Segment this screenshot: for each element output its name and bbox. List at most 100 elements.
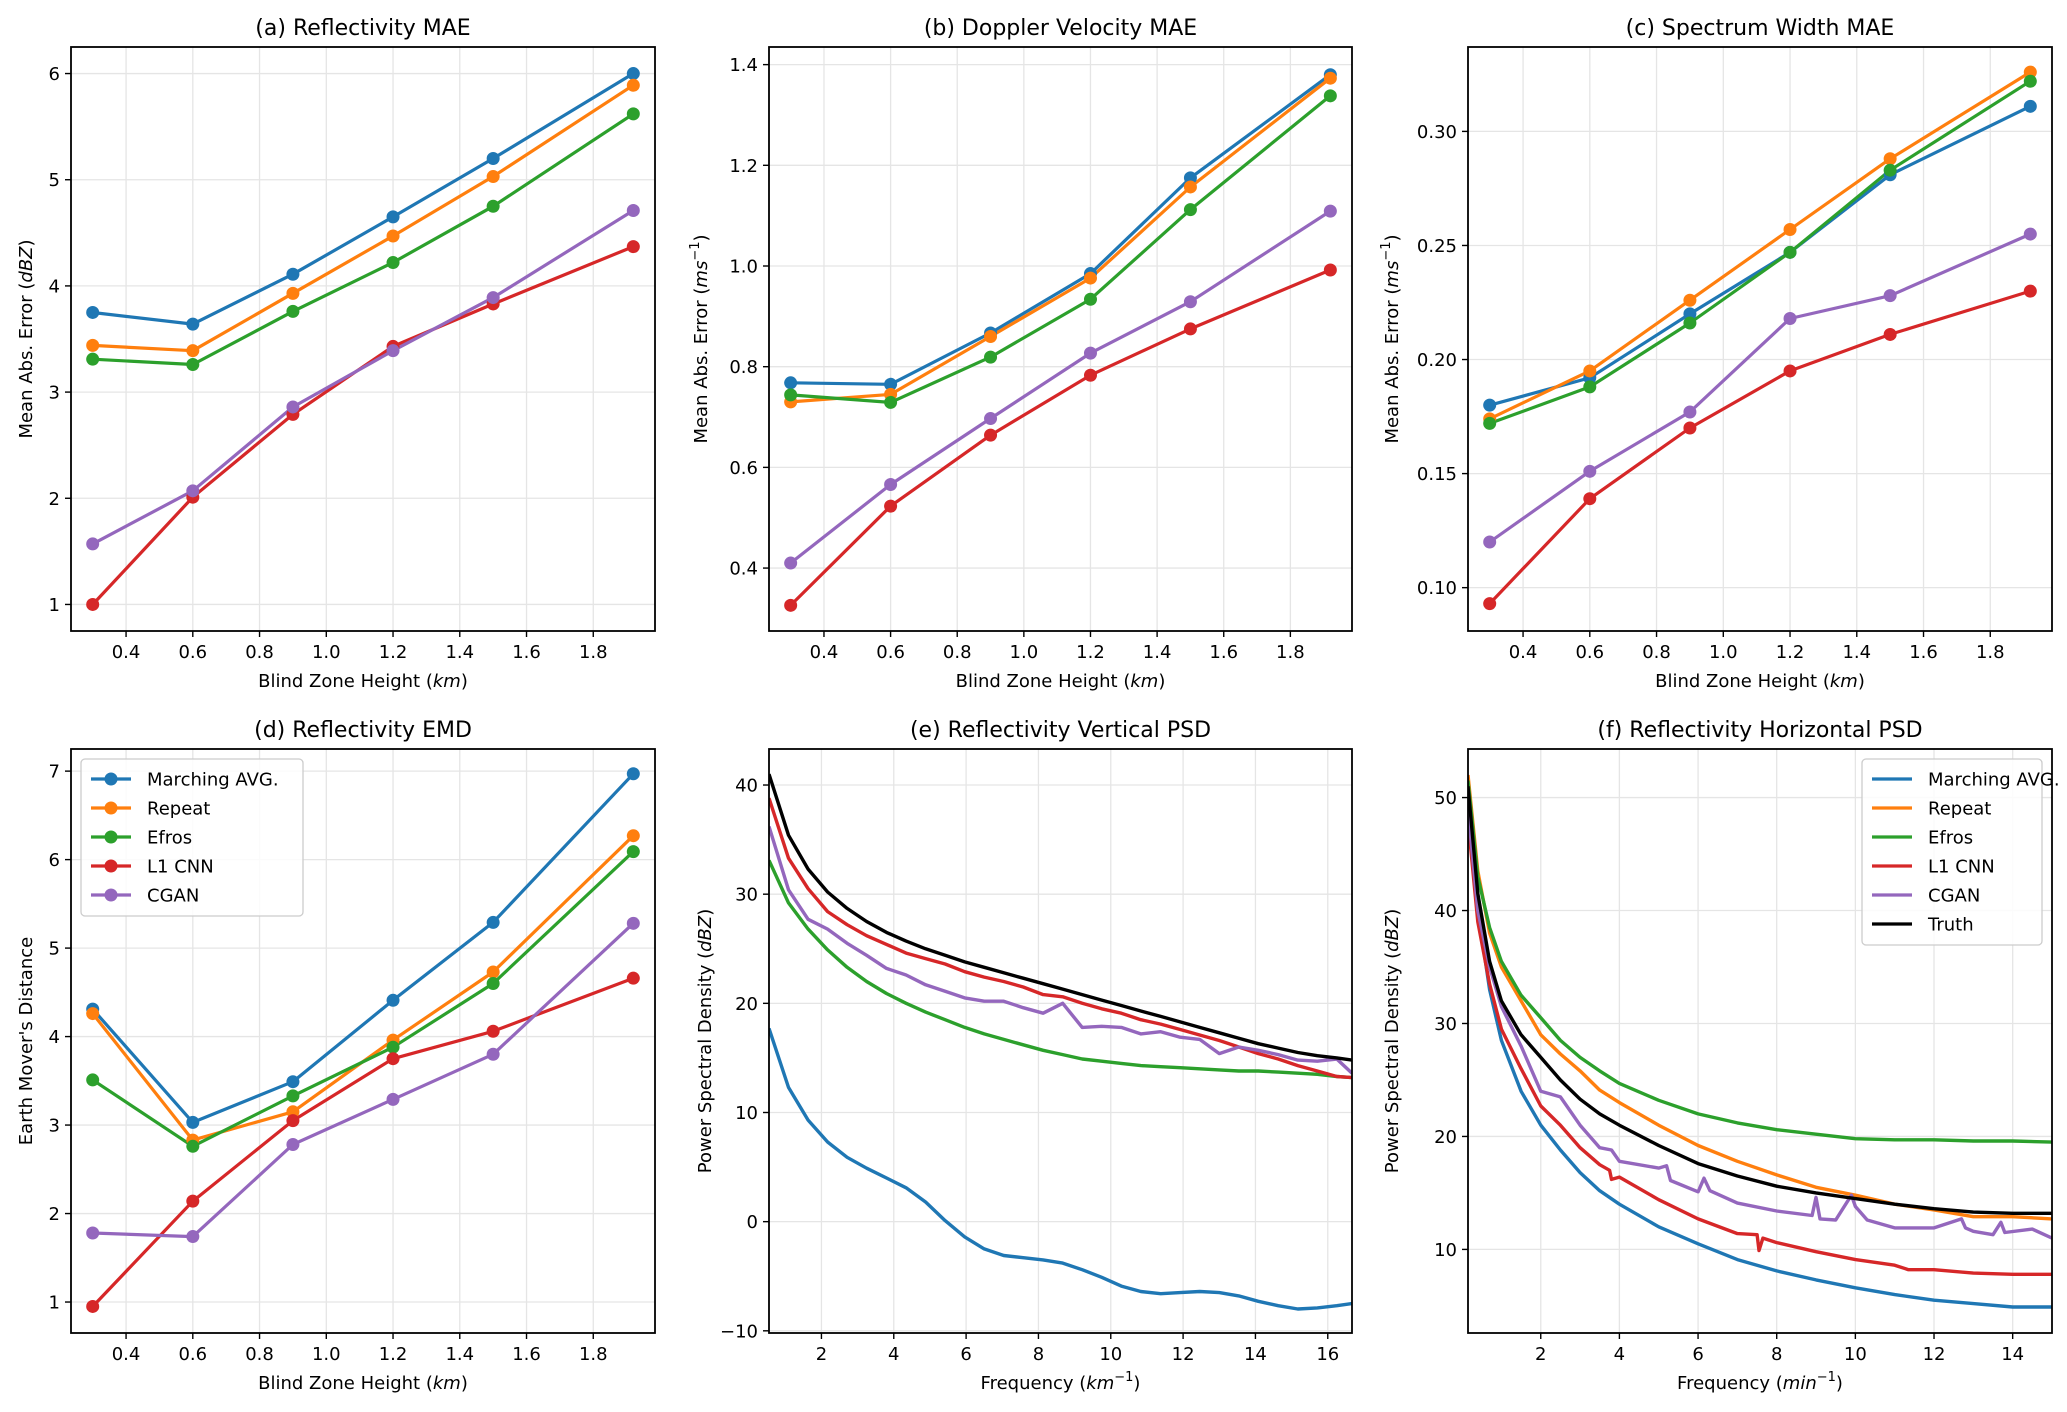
data-point-marching-avg (784, 376, 798, 390)
legend-label: Efros (147, 828, 192, 849)
data-point-cgan (86, 1226, 100, 1240)
chart-title: (f) Reflectivity Horizontal PSD (1597, 718, 1922, 743)
data-point-cgan (286, 400, 300, 414)
x-tick-label: 1.6 (1909, 642, 1938, 663)
x-tick-label: 0.8 (1642, 642, 1671, 663)
legend-marker (104, 801, 118, 815)
data-point-cgan (1583, 464, 1597, 478)
x-tick-label: 0.8 (943, 642, 972, 663)
x-tick-label: 1.0 (1709, 642, 1738, 663)
x-tick-label: 1.2 (379, 1344, 408, 1365)
panel-c: 0.4 0.6 0.8 1.0 1.2 1.4 1.6 1.8 0.10 0.15 0.20 0.25… (1379, 16, 2053, 692)
data-point-l1-cnn (1783, 364, 1797, 378)
data-point-l1-cnn (626, 971, 640, 985)
series-line-repeat (790, 76, 1332, 404)
data-point-repeat (1183, 180, 1197, 194)
legend-item-efros: Efros (91, 828, 192, 849)
x-axis-label: Blind Zone Height (km) (1655, 671, 1865, 692)
x-tick-label: 2 (816, 1344, 827, 1365)
data-point-repeat (1683, 293, 1697, 307)
x-tick-label: 10 (1099, 1344, 1122, 1365)
x-tick-label: 8 (1033, 1344, 1044, 1365)
legend: Marching AVG. Repeat Efros L1 CNN CGAN (80, 758, 304, 917)
legend-label: Efros (1928, 828, 1973, 849)
series-line-truth (769, 773, 1352, 1062)
series-line-l1-cnn (769, 797, 1352, 1080)
y-axis-label: Earth Mover's Distance (16, 937, 37, 1145)
y-tick-label: 0.15 (1417, 464, 1457, 485)
legend-item-marching-avg: Marching AVG. (91, 770, 279, 791)
x-tick-label: 1.6 (1209, 642, 1238, 663)
data-point-cgan (186, 1230, 200, 1244)
y-tick-label: 3 (49, 1116, 60, 1137)
data-point-marching-avg (386, 993, 400, 1007)
legend-marker (104, 888, 118, 902)
data-point-efros (486, 976, 500, 990)
y-tick-label: 1.4 (729, 55, 758, 76)
y-tick-label: 1 (49, 595, 60, 616)
y-tick-label: 4 (49, 1027, 60, 1048)
y-axis-label: Mean Abs. Error (ms−1) (688, 234, 712, 443)
data-point-repeat (1583, 364, 1597, 378)
data-point-marching-avg (486, 151, 500, 165)
chart-title: (c) Spectrum Width MAE (1626, 16, 1895, 41)
x-tick-label: 1.4 (445, 1344, 474, 1365)
data-point-repeat (1083, 271, 1097, 285)
panel-e: 2 4 6 8 10 12 14 16 −10 0 10 20 30 40 (e) Reflectivity… (695, 718, 1353, 1394)
series-line-efros (1468, 780, 2052, 1144)
y-tick-label: 0.8 (729, 357, 758, 378)
data-point-l1-cnn (1183, 322, 1197, 336)
y-tick-label: 40 (1434, 901, 1457, 922)
data-point-marching-avg (286, 1075, 300, 1089)
x-tick-label: 8 (1771, 1344, 1782, 1365)
y-tick-label: 6 (49, 850, 60, 871)
y-tick-label: 4 (49, 276, 60, 297)
data-point-marching-avg (86, 305, 100, 319)
x-tick-label: 0.4 (112, 642, 141, 663)
legend-label: CGAN (147, 886, 199, 907)
data-point-repeat (626, 78, 640, 92)
y-tick-label: 6 (49, 64, 60, 85)
panel-d: 0.4 0.6 0.8 1.0 1.2 1.4 1.6 1.8 1 2 3 4 5 6 7 (d) Refle… (16, 718, 656, 1394)
data-point-repeat (286, 286, 300, 300)
legend-label: Repeat (147, 799, 210, 820)
chart-title: (e) Reflectivity Vertical PSD (910, 718, 1211, 743)
data-point-cgan (984, 412, 998, 426)
data-point-efros (186, 357, 200, 371)
legend-label: Marching AVG. (1928, 770, 2060, 791)
series-line-cgan (91, 209, 635, 546)
x-tick-label: 0.8 (245, 1344, 274, 1365)
y-tick-label: 10 (1434, 1240, 1457, 1261)
panel-f: 2 4 6 8 10 12 14 10 20 30 40 50 (f) Reflectivity Hor… (1382, 718, 2060, 1394)
x-tick-label: 1.8 (1276, 642, 1305, 663)
x-tick-label: 1.8 (579, 642, 608, 663)
legend-item-cgan: CGAN (91, 886, 199, 907)
data-point-l1-cnn (984, 428, 998, 442)
data-point-efros (386, 256, 400, 270)
legend-label: Marching AVG. (147, 770, 279, 791)
x-axis-label: Blind Zone Height (km) (956, 671, 1166, 692)
data-point-cgan (626, 916, 640, 930)
data-point-repeat (486, 170, 500, 184)
legend-box (1861, 758, 2043, 946)
legend-marker (104, 830, 118, 844)
data-point-repeat (1783, 223, 1797, 236)
x-tick-label: 1.8 (579, 1344, 608, 1365)
y-axis-label: Power Spectral Density (dBZ) (695, 909, 716, 1174)
data-point-cgan (784, 556, 798, 570)
axes-frame (768, 748, 1353, 1334)
plot-area (91, 772, 635, 1308)
data-point-efros (1683, 316, 1697, 330)
x-tick-label: 2 (1535, 1344, 1546, 1365)
series-line-l1-cnn (1488, 289, 2031, 605)
legend-item-repeat: Repeat (91, 799, 210, 820)
series-line-cgan (1488, 232, 2031, 544)
data-point-efros (1183, 203, 1197, 217)
y-tick-label: 0.25 (1417, 236, 1457, 257)
legend-item-cgan: CGAN (1872, 886, 1980, 907)
series-line-cgan (769, 825, 1352, 1075)
legend-label: CGAN (1928, 886, 1980, 907)
data-point-marching-avg (626, 67, 640, 81)
x-tick-label: 0.6 (876, 642, 905, 663)
series-line-efros (91, 850, 635, 1148)
